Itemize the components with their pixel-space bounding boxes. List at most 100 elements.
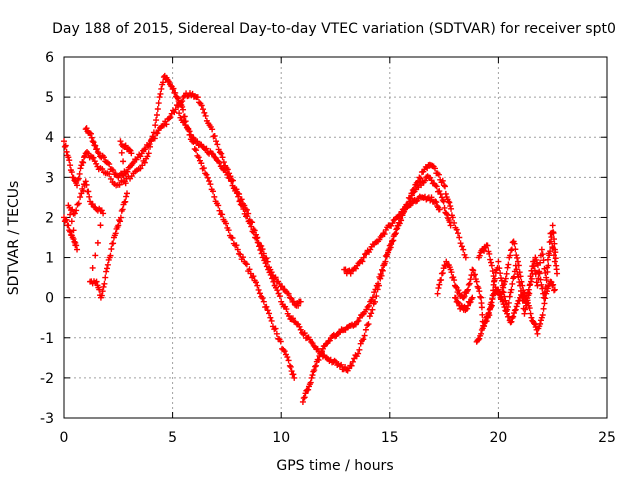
- data-point: [469, 266, 476, 273]
- data-point: [539, 311, 546, 318]
- data-point: [395, 219, 402, 226]
- data-point: [365, 321, 372, 328]
- data-point: [355, 350, 362, 357]
- data-point: [115, 222, 122, 229]
- x-tick-label: 0: [60, 430, 69, 446]
- data-point: [272, 274, 279, 281]
- data-point: [263, 255, 270, 262]
- data-point: [89, 264, 96, 271]
- data-point: [200, 106, 207, 113]
- data-point: [219, 154, 226, 161]
- data-point: [500, 301, 507, 308]
- data-point: [209, 188, 216, 195]
- data-point: [397, 211, 404, 218]
- data-point: [516, 269, 523, 276]
- data-point: [378, 266, 385, 273]
- data-point: [538, 281, 545, 288]
- data-point: [297, 298, 304, 305]
- data-point: [297, 326, 304, 333]
- data-point: [119, 206, 126, 213]
- data-point: [444, 211, 451, 218]
- data-point: [117, 218, 124, 225]
- data-point: [153, 117, 160, 124]
- data-point: [360, 336, 367, 343]
- data-point: [546, 252, 553, 259]
- data-point: [543, 277, 550, 284]
- data-point: [93, 278, 100, 285]
- data-point: [110, 240, 117, 247]
- data-point: [497, 270, 504, 277]
- x-tick-labels: 0 5 10 15 20 25: [60, 430, 616, 446]
- data-point: [467, 298, 474, 305]
- data-point: [466, 280, 473, 287]
- data-point: [76, 170, 83, 177]
- data-point: [123, 190, 130, 197]
- data-point: [456, 234, 463, 241]
- data-point: [436, 188, 443, 195]
- data-point: [154, 105, 161, 112]
- data-point: [528, 275, 535, 282]
- data-point: [527, 310, 534, 317]
- data-point: [471, 272, 478, 279]
- data-point: [104, 265, 111, 272]
- data-point: [368, 310, 375, 317]
- data-point: [513, 266, 520, 273]
- data-point: [486, 250, 493, 257]
- data-point: [495, 286, 502, 293]
- data-point: [215, 202, 222, 209]
- data-point: [360, 254, 367, 261]
- data-point: [100, 283, 107, 290]
- data-point: [487, 256, 494, 263]
- data-point: [301, 394, 308, 401]
- data-point: [502, 307, 509, 314]
- data-point: [165, 78, 172, 85]
- data-point: [120, 158, 127, 165]
- data-point: [534, 262, 541, 269]
- data-point: [94, 145, 101, 152]
- data-point: [204, 174, 211, 181]
- data-point: [307, 379, 314, 386]
- data-point: [156, 94, 163, 101]
- data-point: [203, 145, 210, 152]
- data-point: [194, 94, 201, 101]
- data-point: [369, 306, 376, 313]
- data-point: [533, 256, 540, 263]
- data-point: [484, 242, 491, 249]
- data-point: [469, 294, 476, 301]
- data-point: [471, 271, 478, 278]
- data-point: [117, 138, 124, 145]
- data-point: [90, 154, 97, 161]
- data-point: [88, 134, 95, 141]
- data-point: [549, 282, 556, 289]
- data-point: [179, 103, 186, 110]
- data-point: [77, 194, 84, 201]
- y-tick-label: 0: [45, 291, 54, 307]
- data-point: [393, 226, 400, 233]
- data-point: [254, 234, 261, 241]
- data-point: [530, 263, 537, 270]
- data-point: [75, 175, 82, 182]
- data-point: [440, 198, 447, 205]
- data-point: [312, 363, 319, 370]
- data-point: [260, 250, 267, 257]
- data-point: [193, 147, 200, 154]
- data-point: [68, 218, 75, 225]
- data-point: [504, 310, 511, 317]
- y-tick-label: 2: [45, 210, 54, 226]
- data-point: [122, 198, 129, 205]
- data-point: [266, 310, 273, 317]
- data-point: [515, 262, 522, 269]
- data-point: [551, 286, 558, 293]
- data-point: [254, 282, 261, 289]
- data-point: [249, 219, 256, 226]
- data-point: [432, 198, 439, 205]
- data-point: [531, 321, 538, 328]
- chart-title: Day 188 of 2015, Sidereal Day-to-day VTE…: [52, 21, 616, 37]
- data-point: [65, 154, 72, 161]
- data-point: [289, 315, 296, 322]
- data-point: [489, 295, 496, 302]
- data-point: [94, 239, 101, 246]
- data-point: [526, 305, 533, 312]
- data-point: [70, 227, 77, 234]
- data-point: [73, 207, 80, 214]
